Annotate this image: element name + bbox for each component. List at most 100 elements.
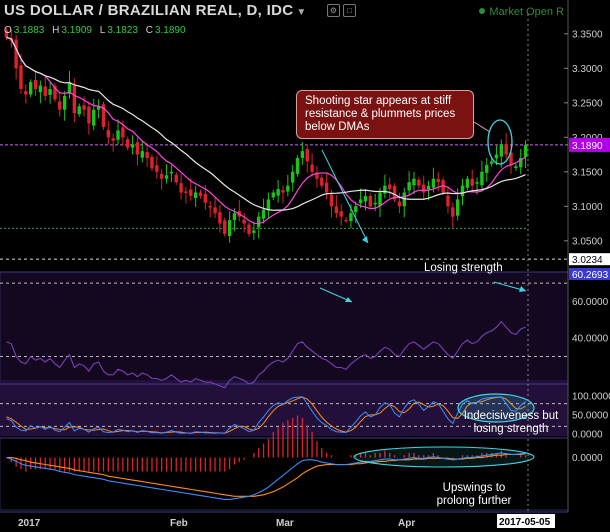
candle-60 xyxy=(295,158,300,174)
candle-91 xyxy=(446,195,450,207)
rsi-tick-label-0: 60.0000 xyxy=(572,297,609,308)
shooting-star-highlight xyxy=(487,119,513,165)
ohlc-close: 3.1890 xyxy=(154,25,186,36)
candle-105 xyxy=(514,166,518,169)
price-tick-label-2: 3.2500 xyxy=(572,98,603,109)
candle-24 xyxy=(121,127,125,138)
low-tag-label: 3.0234 xyxy=(572,255,603,266)
candle-18 xyxy=(92,109,96,126)
candle-49 xyxy=(242,219,246,224)
candle-19 xyxy=(96,106,101,110)
candle-53 xyxy=(261,209,266,219)
stoch-highlight xyxy=(457,393,535,423)
rsi-tick-label-1: 40.0000 xyxy=(572,334,609,345)
stoch-tick-label-0: 100.0000 xyxy=(572,392,610,403)
settings-icon[interactable]: ⚙ xyxy=(327,4,340,17)
down-arrow-head xyxy=(362,236,368,243)
callout-pointer xyxy=(473,121,491,133)
candle-13 xyxy=(67,82,72,94)
candle-59 xyxy=(290,171,295,183)
candle-25 xyxy=(126,139,130,148)
candle-55 xyxy=(271,192,275,198)
losing-strength-note: Losing strength xyxy=(424,262,503,274)
candle-47 xyxy=(232,213,237,221)
ohlc-readout: O 3.1883 H 3.1909 L 3.1823 C 3.1890 xyxy=(4,25,191,36)
candle-37 xyxy=(184,191,188,193)
candle-38 xyxy=(189,189,193,196)
fullscreen-icon[interactable]: □ xyxy=(343,4,356,17)
market-status-label: Market Open xyxy=(489,6,553,18)
candle-31 xyxy=(155,165,159,172)
candle-44 xyxy=(218,212,222,224)
candle-40 xyxy=(198,192,203,196)
candle-63 xyxy=(310,164,314,172)
candle-27 xyxy=(135,142,140,155)
indecisiveness-note: Indecisiveness but losing strength xyxy=(463,410,559,435)
candle-20 xyxy=(101,104,106,127)
candle-80 xyxy=(392,185,397,200)
signal-line xyxy=(6,453,526,497)
chevron-down-icon[interactable]: ▼ xyxy=(296,7,307,18)
candle-52 xyxy=(257,216,261,228)
price-tick-label-5: 3.1000 xyxy=(572,202,603,213)
candle-32 xyxy=(159,173,164,179)
chart-title-text: US DOLLAR / BRAZILIAN REAL, D, IDC xyxy=(4,2,294,19)
down-arrow-line xyxy=(321,149,369,244)
last-price-tag xyxy=(569,137,610,152)
candle-22 xyxy=(111,138,115,141)
market-status: Market Open R xyxy=(479,6,564,18)
candle-95 xyxy=(465,178,470,188)
candle-61 xyxy=(300,151,305,159)
candle-10 xyxy=(53,85,57,100)
stoch-tick-label-1: 50.0000 xyxy=(572,411,609,422)
candle-99 xyxy=(485,164,489,173)
candle-66 xyxy=(324,182,329,193)
rsi-pane xyxy=(0,271,569,385)
ohlc-close-label: C xyxy=(145,25,153,36)
candle-35 xyxy=(174,174,178,183)
macd-highlight xyxy=(353,446,535,468)
candle-94 xyxy=(460,185,465,197)
time-tick-label-0: 2017 xyxy=(18,518,41,529)
candle-107 xyxy=(523,144,528,157)
status-dot-icon xyxy=(479,8,486,14)
candle-15 xyxy=(77,106,81,115)
candle-65 xyxy=(320,177,324,186)
candle-50 xyxy=(247,224,251,234)
candle-28 xyxy=(140,151,144,158)
candle-77 xyxy=(378,192,382,206)
candle-73 xyxy=(358,199,363,204)
ohlc-high: 3.1909 xyxy=(61,25,92,36)
candle-17 xyxy=(87,106,91,124)
candle-2 xyxy=(14,39,18,69)
ohlc-low-label: L xyxy=(99,25,106,36)
candle-12 xyxy=(62,95,67,110)
candle-78 xyxy=(383,185,387,194)
chart-title[interactable]: US DOLLAR / BRAZILIAN REAL, D, IDC ▼ xyxy=(4,2,307,19)
ohlc-low: 3.1823 xyxy=(107,25,138,36)
candle-29 xyxy=(145,152,149,159)
candle-11 xyxy=(58,101,62,110)
candle-46 xyxy=(227,220,232,236)
stoch-tick-label-2: 0.0000 xyxy=(572,430,603,441)
candle-92 xyxy=(451,207,455,217)
candle-7 xyxy=(38,85,43,93)
candle-8 xyxy=(43,86,47,96)
candle-3 xyxy=(19,65,23,90)
time-tick-label-1: Feb xyxy=(170,518,188,529)
candle-0 xyxy=(4,30,9,38)
candle-97 xyxy=(475,182,479,184)
low-tag xyxy=(569,253,610,266)
ohlc-open-label: O xyxy=(4,25,12,36)
candle-90 xyxy=(441,180,445,193)
candle-89 xyxy=(436,178,440,183)
candle-93 xyxy=(455,199,460,216)
price-tick-label-4: 3.1500 xyxy=(572,167,603,178)
candle-96 xyxy=(470,178,474,186)
candle-58 xyxy=(286,185,290,192)
candle-102 xyxy=(499,144,504,157)
date-tag-label: 2017-05-05 xyxy=(499,517,551,528)
candle-82 xyxy=(402,192,406,207)
rsi-value-tag xyxy=(569,268,610,280)
